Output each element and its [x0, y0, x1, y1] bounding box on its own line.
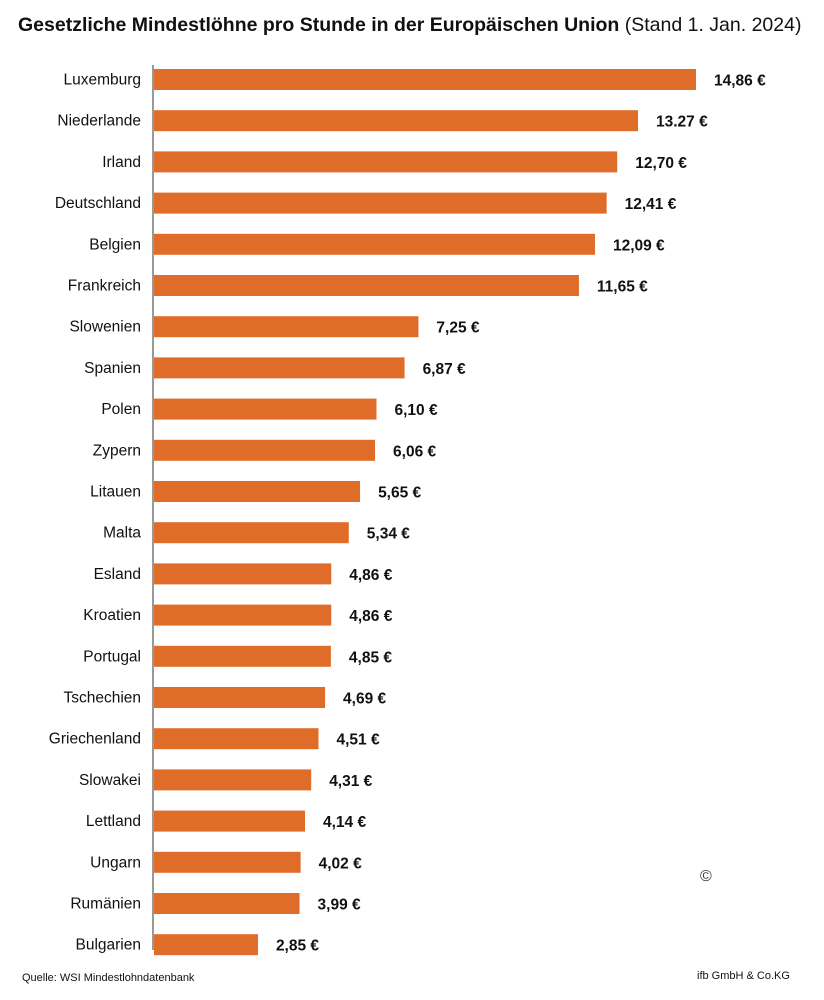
category-label-14: Portugal: [83, 648, 141, 665]
chart-title-line: Gesetzliche Mindestlöhne pro Stunde in d…: [18, 14, 801, 37]
category-label-16: Griechenland: [49, 731, 141, 748]
category-label-5: Frankreich: [68, 278, 141, 295]
bar-12: [154, 563, 332, 585]
value-label-9: 6,06 €: [393, 443, 436, 460]
value-label-4: 12,09 €: [613, 237, 665, 254]
bar-1: [154, 110, 639, 132]
bar-4: [154, 233, 595, 255]
value-label-12: 4,86 €: [349, 567, 392, 584]
source-note: Quelle: WSI Mindestlohndatenbank: [22, 972, 195, 984]
value-label-19: 4,02 €: [319, 855, 362, 872]
value-label-7: 6,87 €: [423, 361, 466, 378]
value-label-1: 13.27 €: [656, 114, 708, 131]
category-label-3: Deutschland: [55, 195, 141, 212]
value-label-21: 2,85 €: [276, 938, 319, 955]
category-label-17: Slowakei: [79, 772, 141, 789]
value-label-3: 12,41 €: [625, 196, 677, 213]
category-label-7: Spanien: [84, 360, 141, 377]
copyright-icon: ©: [700, 868, 712, 885]
category-label-20: Rumänien: [70, 896, 141, 913]
bar-6: [154, 316, 419, 338]
bar-9: [154, 439, 376, 461]
bar-19: [154, 851, 301, 873]
category-label-0: Luxemburg: [63, 72, 141, 89]
chart-title: Gesetzliche Mindestlöhne pro Stunde in d…: [18, 14, 620, 36]
category-label-13: Kroatien: [83, 607, 141, 624]
value-label-5: 11,65 €: [597, 279, 648, 296]
bar-18: [154, 810, 306, 832]
bar-15: [154, 687, 326, 708]
bar-17: [154, 769, 312, 791]
category-label-9: Zypern: [93, 442, 141, 459]
value-label-0: 14,86 €: [714, 73, 766, 90]
category-label-18: Lettland: [86, 813, 141, 830]
bar-0: [154, 69, 696, 90]
category-label-10: Litauen: [90, 484, 141, 501]
value-label-11: 5,34 €: [367, 526, 410, 543]
bar-14: [154, 645, 331, 667]
category-label-4: Belgien: [89, 236, 141, 253]
category-label-11: Malta: [103, 525, 141, 542]
category-label-6: Slowenien: [69, 319, 141, 336]
value-label-17: 4,31 €: [329, 773, 372, 790]
bar-3: [154, 192, 607, 214]
value-label-18: 4,14 €: [323, 814, 366, 831]
bar-7: [154, 357, 405, 379]
value-label-6: 7,25 €: [436, 320, 479, 337]
category-label-1: Niederlande: [57, 113, 141, 130]
bar-5: [154, 275, 579, 296]
bar-11: [154, 522, 349, 544]
category-label-2: Irland: [102, 154, 141, 171]
bar-16: [154, 728, 319, 750]
value-label-10: 5,65 €: [378, 485, 421, 502]
category-label-19: Ungarn: [90, 854, 141, 871]
category-label-15: Tschechien: [63, 690, 141, 707]
value-label-20: 3,99 €: [318, 897, 361, 914]
bar-21: [154, 934, 258, 956]
value-label-14: 4,85 €: [349, 649, 392, 666]
category-label-21: Bulgarien: [76, 937, 142, 954]
value-label-15: 4,69 €: [343, 691, 386, 708]
category-label-12: Esland: [94, 566, 141, 583]
value-label-13: 4,86 €: [349, 608, 392, 625]
bar-13: [154, 604, 332, 626]
credit-note: ifb GmbH & Co.KG: [697, 970, 790, 982]
category-label-8: Polen: [101, 401, 141, 418]
bar-2: [154, 151, 618, 173]
bar-8: [154, 398, 377, 420]
value-label-8: 6,10 €: [394, 402, 437, 419]
bar-10: [154, 481, 361, 502]
value-label-16: 4,51 €: [336, 732, 379, 749]
bar-20: [154, 893, 300, 914]
value-label-2: 12,70 €: [635, 155, 687, 172]
chart-subtitle: (Stand 1. Jan. 2024): [624, 14, 802, 36]
